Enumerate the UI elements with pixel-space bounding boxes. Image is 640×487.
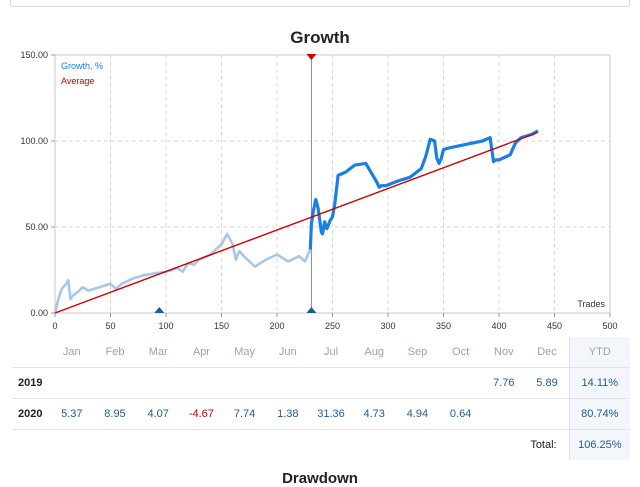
year-cell: 2019 [12,367,51,399]
total-label: Total: [530,439,557,451]
month-header: Dec [525,337,570,368]
bottom-marker-triangle [154,307,165,313]
month-value-cell: 31.36 [309,398,353,430]
month-value-cell [179,367,223,399]
x-tick-label: 450 [547,321,562,331]
month-header: Mar [136,337,180,368]
growth-series-line [308,129,539,250]
month-header: Nov [482,337,526,368]
month-value-cell [50,367,94,399]
ytd-value-cell: 14.11% [568,367,630,399]
month-value-cell [136,367,180,399]
month-value-cell: 8.95 [93,398,137,430]
monthly-returns-table: Jan Feb Mar Apr May Jun Jul Aug Sep Oct Nov Dec YTD … [12,337,630,460]
year-header [12,337,51,368]
x-tick-label: 300 [380,321,395,331]
month-value-cell: 7.74 [222,398,267,430]
month-value-cell: 0.64 [439,398,483,430]
growth-history-line [53,232,312,314]
x-tick-label: 200 [269,321,284,331]
x-tick-label: 500 [602,321,617,331]
table-row: 2020 5.37 8.95 4.07 -4.67 7.74 1.38 31.36 4.73 4.… [12,398,630,430]
chart-title: Growth [290,28,350,47]
month-header: May [222,337,267,368]
total-row: Total: 106.25% [12,429,630,460]
month-value-cell: 5.37 [50,398,94,430]
month-header: Sep [395,337,439,368]
x-tick-label: 400 [491,321,506,331]
y-tick-label: 100.00 [20,136,48,146]
month-value-cell [439,367,483,399]
total-value: 106.25% [568,429,630,460]
table-header-row: Jan Feb Mar Apr May Jun Jul Aug Sep Oct Nov Dec YTD [12,337,630,368]
month-header: Aug [352,337,396,368]
month-value-cell [352,367,396,399]
y-tick-label: 50.00 [25,222,48,232]
ytd-header: YTD [568,337,630,368]
month-value-cell [309,367,353,399]
month-header: Jun [266,337,310,368]
month-header: Jan [50,337,94,368]
x-axis-label: Trades [577,299,605,309]
y-tick-label: 0.00 [30,308,48,318]
month-value-cell [93,367,137,399]
month-value-cell: 4.07 [136,398,180,430]
legend-average: Average [61,76,94,86]
month-value-cell: 4.94 [395,398,439,430]
growth-chart: 0 50 100 150 200 250 300 350 400 450 500 0.00 50.00 1… [20,50,617,331]
month-header: Apr [179,337,223,368]
month-value-cell [525,398,570,430]
month-value-cell: 7.76 [482,367,526,399]
month-value-cell [482,398,526,430]
legend-growth: Growth, % [61,61,103,71]
month-header: Feb [93,337,137,368]
year-cell: 2020 [12,398,51,430]
x-tick-label: 350 [436,321,451,331]
month-value-cell [395,367,439,399]
month-value-cell [222,367,267,399]
ytd-value-cell: 80.74% [568,398,630,430]
month-value-cell: 1.38 [266,398,310,430]
x-tick-label: 250 [325,321,340,331]
month-value-cell: 5.89 [525,367,570,399]
x-tick-label: 100 [158,321,173,331]
x-tick-label: 0 [52,321,57,331]
bottom-marker-triangle [306,307,317,313]
month-value-cell [266,367,310,399]
month-header: Oct [439,337,483,368]
x-tick-label: 50 [105,321,115,331]
drawdown-heading: Drawdown [282,470,358,487]
month-value-cell: -4.67 [179,398,223,430]
month-value-cell: 4.73 [352,398,396,430]
top-panel-frame [10,0,630,7]
x-tick-label: 150 [214,321,229,331]
table-row: 2019 7.76 5.89 14.11% [12,367,630,399]
y-tick-label: 150.00 [20,50,48,60]
top-marker-triangle [306,54,317,60]
month-header: Jul [309,337,353,368]
average-series-line [54,131,539,314]
